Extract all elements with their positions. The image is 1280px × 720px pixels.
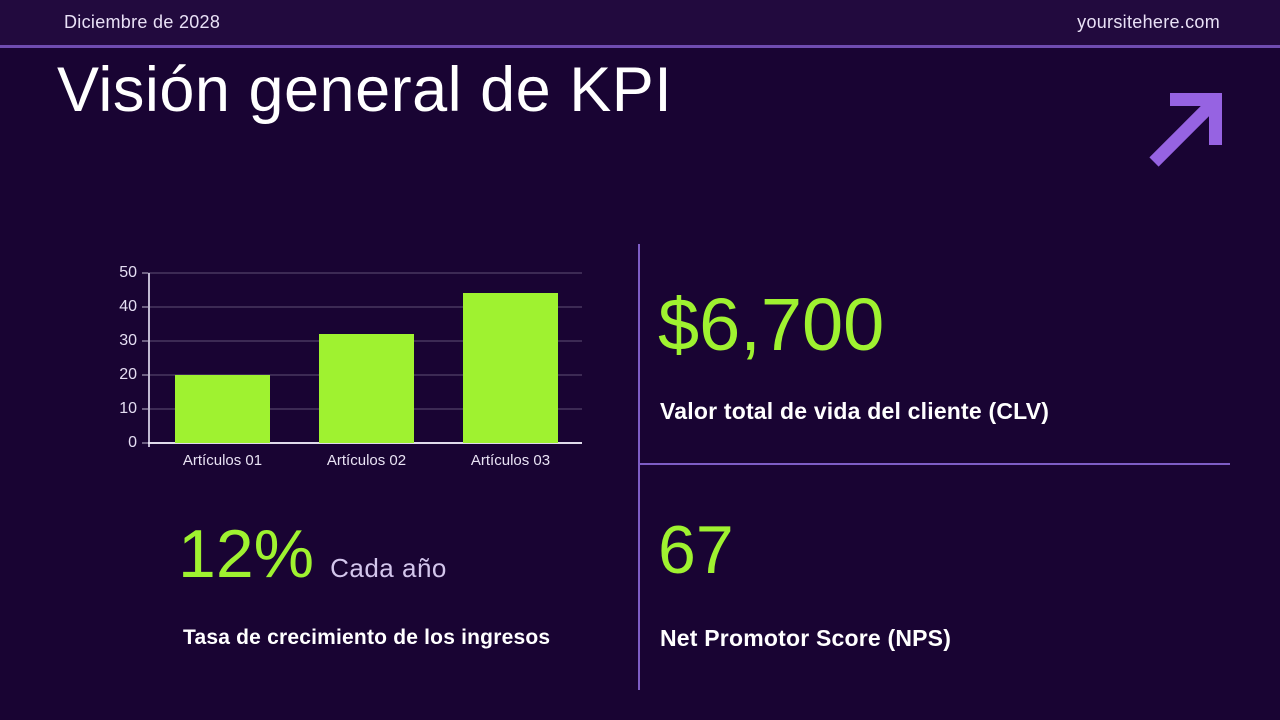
website-label: yoursitehere.com (1077, 12, 1220, 32)
clv-label: Valor total de vida del cliente (CLV) (660, 398, 1050, 424)
x-axis-line (148, 442, 582, 444)
gridline (148, 272, 582, 274)
bar-chart-plot: 0 10 20 30 40 50 Artículos 01 Artículos 02 Artíc… (119, 265, 582, 469)
x-category-label: Artículos 01 (182, 452, 263, 469)
growth-period: Cada año (330, 553, 447, 583)
y-tick-mark (142, 374, 148, 376)
gridline (148, 306, 582, 308)
date-label: Diciembre de 2028 (64, 12, 221, 32)
nps-label: Net Promotor Score (NPS) (660, 625, 952, 651)
growth-label: Tasa de crecimiento de los ingresos (183, 626, 551, 649)
y-tick-mark (142, 340, 148, 342)
bar-slot: Artículos 01 (175, 273, 270, 469)
bars-container: Artículos 01 Artículos 02 Artículos 03 (148, 273, 582, 469)
x-category-label: Artículos 03 (470, 452, 551, 469)
bar (319, 334, 414, 443)
bar-slot: Artículos 03 (463, 273, 558, 469)
page-title: Visión general de KPI (57, 55, 673, 125)
horizontal-divider (640, 463, 1230, 465)
y-tick-mark (142, 408, 148, 410)
nps-value: 67 (658, 512, 734, 588)
topbar: Diciembre de 2028 yoursitehere.com (0, 0, 1280, 48)
vertical-divider (638, 244, 640, 690)
y-tick-mark (142, 272, 148, 274)
x-category-label: Artículos 02 (326, 452, 407, 469)
bar-slot: Artículos 02 (319, 273, 414, 469)
arrow-up-right-icon (1149, 93, 1222, 167)
growth-value-row: 12% Cada año (178, 520, 447, 588)
clv-value: $6,700 (658, 283, 885, 366)
y-tick-mark (142, 306, 148, 308)
growth-value: 12% (178, 516, 315, 592)
y-tick-mark (142, 442, 148, 444)
bar (463, 293, 558, 443)
bar (175, 375, 270, 443)
